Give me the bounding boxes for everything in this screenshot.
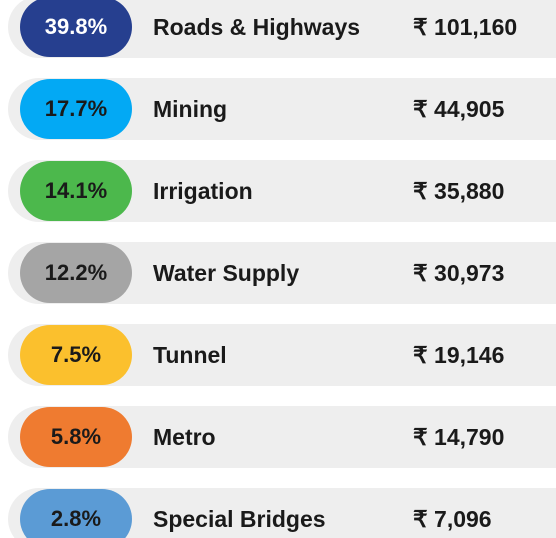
segment-row: 17.7% Mining ₹ 44,905 (8, 78, 556, 140)
segment-name: Water Supply (153, 260, 300, 286)
segment-row: 5.8% Metro ₹ 14,790 (8, 406, 556, 468)
segment-row: 2.8% Special Bridges ₹ 7,096 (8, 488, 556, 538)
segment-amount: ₹ 19,146 (413, 342, 505, 368)
percent-badge: 5.8% (20, 407, 132, 467)
segment-name: Special Bridges (153, 506, 326, 532)
percent-badge: 39.8% (20, 0, 132, 57)
percent-badge: 2.8% (20, 489, 132, 538)
segment-amount: ₹ 35,880 (413, 178, 505, 204)
segment-row: 7.5% Tunnel ₹ 19,146 (8, 324, 556, 386)
segment-name: Tunnel (153, 342, 227, 368)
percent-badge: 17.7% (20, 79, 132, 139)
segment-amount: ₹ 7,096 (413, 506, 492, 532)
segment-amount: ₹ 101,160 (413, 14, 518, 40)
segment-amount: ₹ 30,973 (413, 260, 505, 286)
percent-badge: 7.5% (20, 325, 132, 385)
segment-name: Mining (153, 96, 228, 122)
segment-row: 14.1% Irrigation ₹ 35,880 (8, 160, 556, 222)
segment-row: 39.8% Roads & Highways ₹ 101,160 (8, 0, 556, 58)
segment-name: Irrigation (153, 178, 253, 204)
segment-amount: ₹ 44,905 (413, 96, 505, 122)
percent-badge: 12.2% (20, 243, 132, 303)
segment-name: Metro (153, 424, 216, 450)
segment-name: Roads & Highways (153, 14, 361, 40)
segment-row: 12.2% Water Supply ₹ 30,973 (8, 242, 556, 304)
segment-amount: ₹ 14,790 (413, 424, 505, 450)
percent-badge: 14.1% (20, 161, 132, 221)
